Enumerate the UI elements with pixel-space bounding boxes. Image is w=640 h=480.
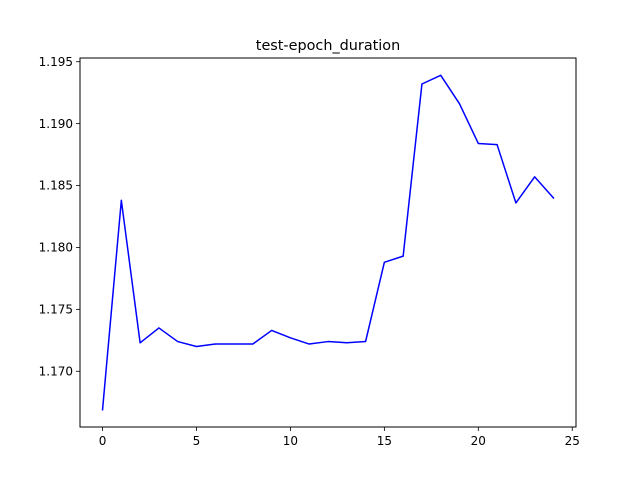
- data-point: [477, 142, 479, 145]
- data-point: [120, 199, 122, 201]
- data-point: [327, 340, 329, 343]
- x-tick-label: 5: [193, 434, 201, 448]
- data-point: [308, 343, 310, 345]
- data-point: [364, 340, 367, 343]
- data-point: [195, 345, 198, 348]
- y-tick-label: 1.175: [39, 303, 73, 317]
- y-tick-label: 1.180: [39, 241, 73, 255]
- data-point: [214, 343, 216, 345]
- y-tick-label: 1.170: [39, 364, 73, 378]
- data-point: [496, 144, 498, 146]
- y-tick-label: 1.195: [39, 55, 73, 69]
- data-point: [346, 342, 348, 344]
- x-tick-label: 25: [565, 434, 580, 448]
- data-point: [158, 327, 160, 329]
- data-point: [458, 103, 461, 105]
- x-tick-label: 10: [283, 434, 298, 448]
- x-tick-label: 0: [99, 434, 107, 448]
- data-point: [383, 261, 385, 263]
- plot-frame: [79, 57, 577, 428]
- data-point: [177, 340, 179, 343]
- data-point: [421, 83, 423, 85]
- data-point: [252, 343, 254, 345]
- data-point: [440, 74, 442, 76]
- chart-title: test-epoch_duration: [256, 38, 400, 54]
- data-point: [139, 342, 141, 344]
- data-point: [515, 202, 517, 204]
- x-axis: 0 5 10 15 20 25: [99, 427, 580, 448]
- y-tick-label: 1.190: [39, 117, 73, 131]
- data-point: [402, 255, 404, 257]
- data-point: [233, 343, 235, 345]
- data-point: [289, 337, 292, 339]
- data-point: [552, 197, 555, 199]
- x-tick-label: 15: [377, 434, 392, 448]
- y-axis: 1.170 1.175 1.180 1.185 1.190 1.195: [39, 55, 80, 378]
- data-point: [534, 176, 536, 178]
- y-tick-label: 1.185: [39, 179, 73, 193]
- x-tick-label: 20: [471, 434, 486, 448]
- data-point: [101, 409, 104, 411]
- data-point: [271, 329, 273, 332]
- series-layer: [101, 74, 555, 411]
